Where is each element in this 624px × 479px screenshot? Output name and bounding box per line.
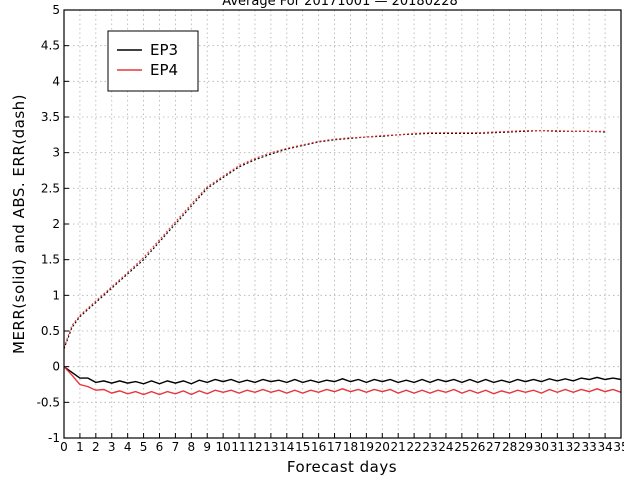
y-tick-label: 3.5 (41, 110, 60, 124)
y-tick-label: -1 (48, 431, 60, 445)
x-tick-label: 16 (311, 440, 326, 454)
x-tick-label: 32 (566, 440, 581, 454)
x-tick-label: 0 (60, 440, 68, 454)
x-tick-label: 2 (92, 440, 100, 454)
y-tick-label: 0 (52, 360, 60, 374)
x-tick-label: 24 (438, 440, 453, 454)
x-tick-label: 14 (279, 440, 294, 454)
x-tick-label: 26 (470, 440, 485, 454)
x-tick-label: 7 (172, 440, 180, 454)
x-tick-label: 10 (216, 440, 231, 454)
x-tick-label: 21 (391, 440, 406, 454)
y-tick-label: 1 (52, 288, 60, 302)
y-tick-label: 4 (52, 74, 60, 88)
x-tick-label: 18 (343, 440, 358, 454)
x-tick-label: 9 (203, 440, 211, 454)
x-tick-label: 15 (295, 440, 310, 454)
x-tick-label: 22 (406, 440, 421, 454)
grid (64, 10, 621, 438)
series-ep4-merr-line (63, 366, 622, 396)
y-tick-label: 1.5 (41, 253, 60, 267)
x-tick-label: 3 (108, 440, 116, 454)
legend-box (107, 30, 199, 92)
x-tick-label: 23 (422, 440, 437, 454)
x-tick-label: 29 (518, 440, 533, 454)
y-tick-label: -0.5 (37, 395, 60, 409)
x-tick-label: 5 (140, 440, 148, 454)
y-tick-label: 4.5 (41, 39, 60, 53)
x-tick-label: 27 (486, 440, 501, 454)
y-tick-label: 2.5 (41, 181, 60, 195)
legend-label-ep4: EP4 (150, 61, 178, 79)
chart-title: Average For 20171001 — 20180228 (222, 0, 458, 9)
x-tick-label: 12 (247, 440, 262, 454)
x-tick-label: 31 (550, 440, 565, 454)
axis-ticks: 0 1 2 3 4 5 6 7 8 9 10 11 12 13 14 15 16 17 18 19 20 21 22 23 24… (37, 3, 624, 454)
series-ep4-abs-err-line (63, 130, 606, 348)
x-tick-label: 35 (613, 440, 624, 454)
y-tick-label: 3 (52, 146, 60, 160)
series-ep3-merr-line (63, 366, 622, 385)
x-tick-label: 30 (534, 440, 549, 454)
x-tick-label: 20 (375, 440, 390, 454)
x-tick-label: 33 (582, 440, 597, 454)
x-tick-label: 6 (156, 440, 164, 454)
y-tick-label: 5 (52, 3, 60, 17)
x-tick-label: 13 (263, 440, 278, 454)
x-tick-label: 4 (124, 440, 132, 454)
x-tick-label: 34 (597, 440, 612, 454)
x-tick-label: 11 (231, 440, 246, 454)
x-tick-label: 1 (76, 440, 84, 454)
x-tick-label: 19 (359, 440, 374, 454)
x-tick-label: 8 (187, 440, 195, 454)
legend-label-ep3: EP3 (150, 41, 178, 59)
y-axis-label: MERR(solid) and ABS. ERR(dash) (10, 94, 28, 354)
series-ep3-abs-err-line (63, 130, 606, 349)
legend: EP3 EP4 (107, 30, 199, 92)
y-tick-label: 0.5 (41, 324, 60, 338)
y-tick-label: 2 (52, 217, 60, 231)
x-tick-label: 25 (454, 440, 469, 454)
series-layer (63, 130, 622, 396)
x-tick-label: 17 (327, 440, 342, 454)
x-tick-label: 28 (502, 440, 517, 454)
x-axis-label: Forecast days (287, 458, 397, 476)
